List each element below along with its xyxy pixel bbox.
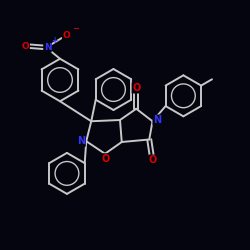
Text: O: O bbox=[102, 154, 110, 164]
Text: N: N bbox=[44, 43, 51, 52]
Text: O: O bbox=[149, 155, 157, 165]
Text: N: N bbox=[77, 136, 85, 146]
Text: O: O bbox=[22, 42, 30, 51]
Text: −: − bbox=[72, 24, 79, 33]
Text: N: N bbox=[153, 115, 161, 125]
Text: O: O bbox=[62, 31, 70, 40]
Text: +: + bbox=[52, 36, 58, 45]
Text: O: O bbox=[132, 83, 140, 93]
